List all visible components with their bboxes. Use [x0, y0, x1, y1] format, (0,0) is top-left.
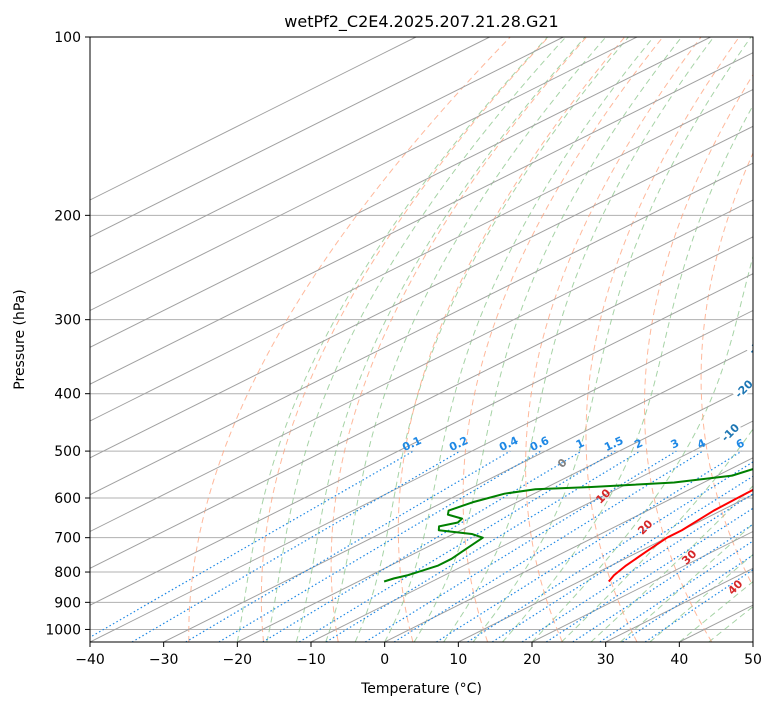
y-axis-label: Pressure (hPa)	[12, 289, 28, 389]
mixing-ratio-line	[262, 450, 582, 642]
dry-adiabat	[525, 37, 702, 642]
isotherm-line	[384, 457, 753, 642]
moist-adiabat	[266, 37, 567, 642]
moist-adiabat	[413, 37, 683, 642]
y-tick-label: 1000	[45, 622, 81, 638]
isotherm-line	[90, 199, 753, 533]
isotherm-line	[531, 530, 753, 642]
chart-title: wetPf2_C2E4.2025.207.21.28.G21	[284, 12, 558, 32]
plot-frame	[89, 36, 754, 643]
plot-area: 0.10.20.40.611.52346810131620253036-100-…	[90, 37, 769, 642]
mixing-ratio-line	[298, 450, 616, 642]
isotherm-line	[90, 37, 638, 312]
moist-adiabat	[443, 37, 715, 642]
y-tick-label: 100	[54, 30, 81, 46]
dry-adiabat	[700, 151, 753, 588]
x-tick-label: 40	[670, 652, 688, 668]
dry-adiabat	[585, 37, 740, 642]
isotherm-line	[90, 162, 753, 496]
x-tick-label: 30	[597, 652, 615, 668]
isotherm-line	[90, 37, 417, 201]
y-tick-label: 900	[54, 595, 81, 611]
y-tick-label: 400	[54, 387, 81, 403]
y-tick-label: 300	[54, 313, 81, 329]
isotherm-label-bg	[745, 333, 753, 358]
moist-adiabat	[236, 37, 549, 642]
isotherm-line	[90, 37, 711, 348]
x-tick-label: 10	[449, 652, 467, 668]
isotherm-line	[90, 125, 753, 459]
moist-adiabat	[295, 37, 586, 642]
mixing-ratio-line	[325, 450, 641, 642]
x-tick-label: −10	[296, 652, 326, 668]
mixing-ratio-line	[644, 568, 753, 642]
y-tick-label: 200	[54, 208, 81, 224]
x-tick-label: 50	[744, 652, 762, 668]
isotherm-line	[90, 309, 753, 642]
x-tick-label: 0	[380, 652, 389, 668]
y-tick-label: 700	[54, 531, 81, 547]
sounding-series	[383, 467, 753, 583]
isotherm-line	[237, 383, 753, 642]
dry-adiabats	[188, 37, 753, 642]
isotherm-label-bg	[718, 420, 743, 445]
moist-adiabat	[384, 37, 654, 642]
isotherm-label-bg	[731, 376, 753, 401]
isotherm-label: -30	[746, 334, 769, 357]
x-tick-label: −40	[75, 652, 105, 668]
x-tick-label: −20	[223, 652, 253, 668]
isotherm-line	[90, 52, 753, 385]
y-axis: 100 200 300 400 500 600 700 800 900 1000	[45, 30, 90, 638]
isotherm-line	[458, 494, 753, 642]
mixing-ratio-line	[185, 450, 511, 642]
isotherm-line	[90, 236, 753, 569]
y-tick-label: 600	[54, 491, 81, 507]
mixing-ratio-line	[599, 540, 753, 642]
mixing-ratio-line	[521, 493, 753, 642]
isotherm-grid	[90, 37, 753, 642]
isotherm-line	[90, 37, 490, 238]
moist-adiabat	[472, 37, 752, 642]
dry-adiabat	[260, 37, 549, 642]
mixing-ratio-lines	[90, 450, 753, 642]
dry-adiabat	[397, 37, 626, 642]
mixing-ratio-line	[622, 554, 753, 642]
isotherm-line	[163, 346, 753, 642]
moist-adiabat	[325, 37, 607, 642]
mixing-ratio-line	[491, 475, 753, 642]
y-tick-label: 500	[54, 444, 81, 460]
x-axis-label: Temperature (°C)	[360, 681, 482, 697]
moist-adiabat	[354, 37, 629, 642]
mixing-ratio-line	[364, 450, 677, 642]
isotherm-line	[90, 273, 753, 606]
isotherm-line	[310, 420, 753, 642]
sounding-profile-line	[383, 467, 753, 583]
mixing-ratio-line	[131, 450, 461, 642]
sounding-profile-line	[608, 488, 753, 583]
dry-adiabat	[643, 73, 753, 642]
x-tick-label: −30	[149, 652, 179, 668]
y-tick-label: 800	[54, 565, 81, 581]
x-axis: −40 −30 −20 −10 0 10 20 30 40 50	[75, 642, 762, 668]
moist-adiabat	[502, 104, 753, 642]
moist-adiabat	[531, 254, 753, 642]
mixing-ratio-line	[393, 450, 704, 642]
isotherm-line	[90, 37, 564, 275]
dry-adiabat	[462, 37, 664, 642]
dry-adiabat	[330, 37, 587, 642]
x-tick-label: 20	[523, 652, 541, 668]
dry-adiabat	[188, 37, 511, 642]
isotherm-line	[90, 88, 753, 422]
